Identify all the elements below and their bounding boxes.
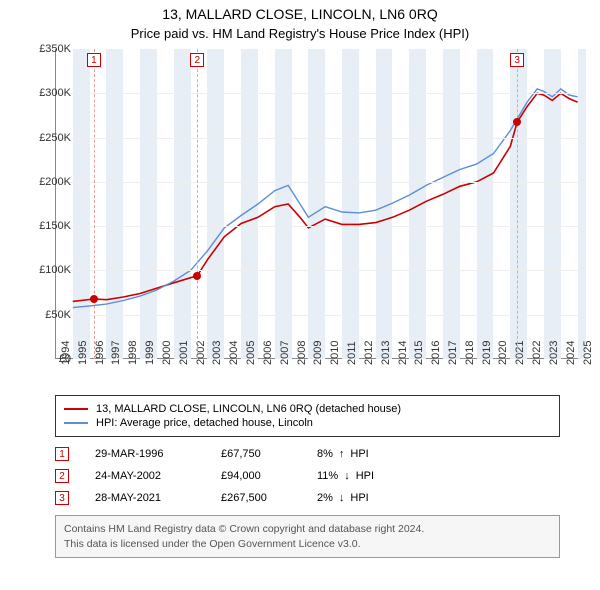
legend-label: 13, MALLARD CLOSE, LINCOLN, LN6 0RQ (det… — [96, 403, 401, 415]
sale-marker: 1 — [55, 447, 69, 461]
legend: 13, MALLARD CLOSE, LINCOLN, LN6 0RQ (det… — [55, 395, 560, 437]
series-hpi — [73, 89, 578, 308]
y-axis-label: £50K — [21, 309, 71, 321]
attribution-line: This data is licensed under the Open Gov… — [64, 537, 551, 552]
chart-title: 13, MALLARD CLOSE, LINCOLN, LN6 0RQ — [0, 0, 600, 22]
gridline — [56, 182, 586, 183]
line-layer — [56, 49, 586, 359]
sale-price: £267,500 — [221, 492, 291, 504]
sale-date: 29-MAR-1996 — [95, 448, 195, 460]
sale-marker: 1 — [87, 53, 101, 67]
gridline — [56, 315, 586, 316]
y-axis-label: £250K — [21, 132, 71, 144]
sale-date: 24-MAY-2002 — [95, 470, 195, 482]
arrow-icon: ↓ — [344, 470, 350, 482]
gridline — [56, 270, 586, 271]
sale-vline — [197, 49, 198, 359]
chart-area: £0£50K£100K£150K£200K£250K£300K£350K1994… — [35, 49, 595, 389]
gridline — [56, 138, 586, 139]
sale-dot — [90, 295, 98, 303]
arrow-icon: ↑ — [339, 448, 345, 460]
legend-swatch — [64, 422, 88, 424]
y-axis-label: £350K — [21, 43, 71, 55]
sale-dot — [513, 118, 521, 126]
legend-label: HPI: Average price, detached house, Linc… — [96, 417, 313, 429]
sale-diff: 8%↑HPI — [317, 448, 369, 460]
sale-row: 2 24-MAY-2002 £94,000 11%↓HPI — [55, 465, 560, 487]
chart-subtitle: Price paid vs. HM Land Registry's House … — [0, 22, 600, 49]
attribution: Contains HM Land Registry data © Crown c… — [55, 515, 560, 558]
y-axis-label: £150K — [21, 220, 71, 232]
sale-row: 3 28-MAY-2021 £267,500 2%↓HPI — [55, 487, 560, 509]
gridline — [56, 226, 586, 227]
gridline — [56, 93, 586, 94]
sale-vline — [517, 49, 518, 359]
sale-diff: 2%↓HPI — [317, 492, 369, 504]
sale-marker: 2 — [190, 53, 204, 67]
y-axis-label: £200K — [21, 176, 71, 188]
arrow-icon: ↓ — [339, 492, 345, 504]
sale-row: 1 29-MAR-1996 £67,750 8%↑HPI — [55, 443, 560, 465]
sale-vline — [94, 49, 95, 359]
plot-region: £0£50K£100K£150K£200K£250K£300K£350K1994… — [55, 49, 585, 359]
y-axis-label: £100K — [21, 264, 71, 276]
chart-container: 13, MALLARD CLOSE, LINCOLN, LN6 0RQ Pric… — [0, 0, 600, 590]
attribution-line: Contains HM Land Registry data © Crown c… — [64, 522, 551, 537]
sale-price: £67,750 — [221, 448, 291, 460]
sale-marker: 3 — [510, 53, 524, 67]
y-axis-label: £300K — [21, 87, 71, 99]
sale-marker: 3 — [55, 491, 69, 505]
sale-marker: 2 — [55, 469, 69, 483]
sale-date: 28-MAY-2021 — [95, 492, 195, 504]
sale-price: £94,000 — [221, 470, 291, 482]
sales-list: 1 29-MAR-1996 £67,750 8%↑HPI 2 24-MAY-2002 £94… — [55, 443, 560, 509]
legend-row: HPI: Average price, detached house, Linc… — [64, 416, 551, 430]
legend-swatch — [64, 408, 88, 410]
sale-diff: 11%↓HPI — [317, 470, 374, 482]
sale-dot — [193, 272, 201, 280]
legend-row: 13, MALLARD CLOSE, LINCOLN, LN6 0RQ (det… — [64, 402, 551, 416]
